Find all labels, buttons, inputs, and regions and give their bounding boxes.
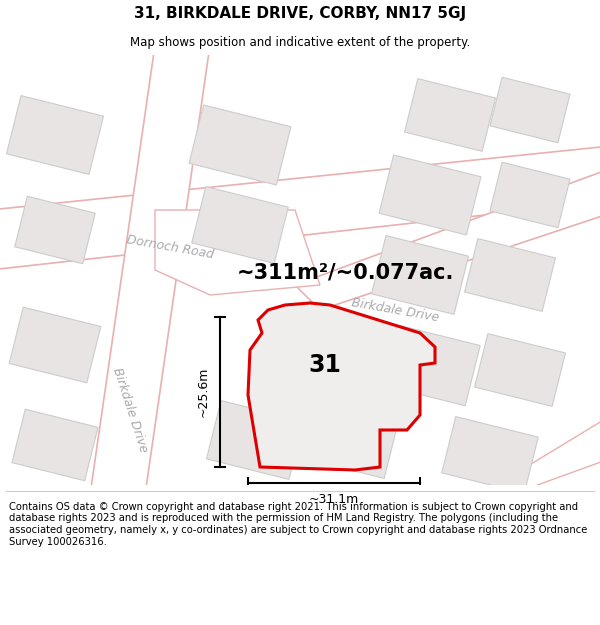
Polygon shape [480, 410, 600, 495]
Polygon shape [404, 79, 496, 151]
Polygon shape [12, 409, 98, 481]
Text: Birkdale Drive: Birkdale Drive [110, 366, 150, 454]
Polygon shape [475, 334, 565, 406]
Text: ~31.1m: ~31.1m [309, 493, 359, 506]
Polygon shape [464, 239, 556, 311]
Polygon shape [90, 45, 210, 495]
Text: Dornoch Road: Dornoch Road [125, 233, 215, 261]
Text: ~311m²/~0.077ac.: ~311m²/~0.077ac. [236, 263, 454, 283]
Polygon shape [442, 417, 538, 493]
Polygon shape [155, 210, 320, 295]
Polygon shape [371, 236, 469, 314]
Polygon shape [248, 303, 435, 470]
Polygon shape [9, 307, 101, 383]
Polygon shape [7, 96, 103, 174]
Polygon shape [206, 401, 304, 479]
Text: Map shows position and indicative extent of the property.: Map shows position and indicative extent… [130, 36, 470, 49]
Text: Birkdale Drive: Birkdale Drive [350, 296, 440, 324]
Polygon shape [192, 187, 288, 263]
Polygon shape [490, 162, 570, 228]
Polygon shape [0, 145, 600, 270]
Polygon shape [15, 196, 95, 264]
Text: 31: 31 [308, 353, 341, 377]
Polygon shape [379, 155, 481, 235]
Polygon shape [490, 78, 570, 142]
Polygon shape [189, 105, 291, 185]
Polygon shape [380, 324, 480, 406]
Text: ~25.6m: ~25.6m [197, 367, 210, 418]
Polygon shape [295, 165, 600, 310]
Polygon shape [302, 402, 398, 478]
Text: Contains OS data © Crown copyright and database right 2021. This information is : Contains OS data © Crown copyright and d… [9, 502, 587, 547]
Text: 31, BIRKDALE DRIVE, CORBY, NN17 5GJ: 31, BIRKDALE DRIVE, CORBY, NN17 5GJ [134, 6, 466, 21]
